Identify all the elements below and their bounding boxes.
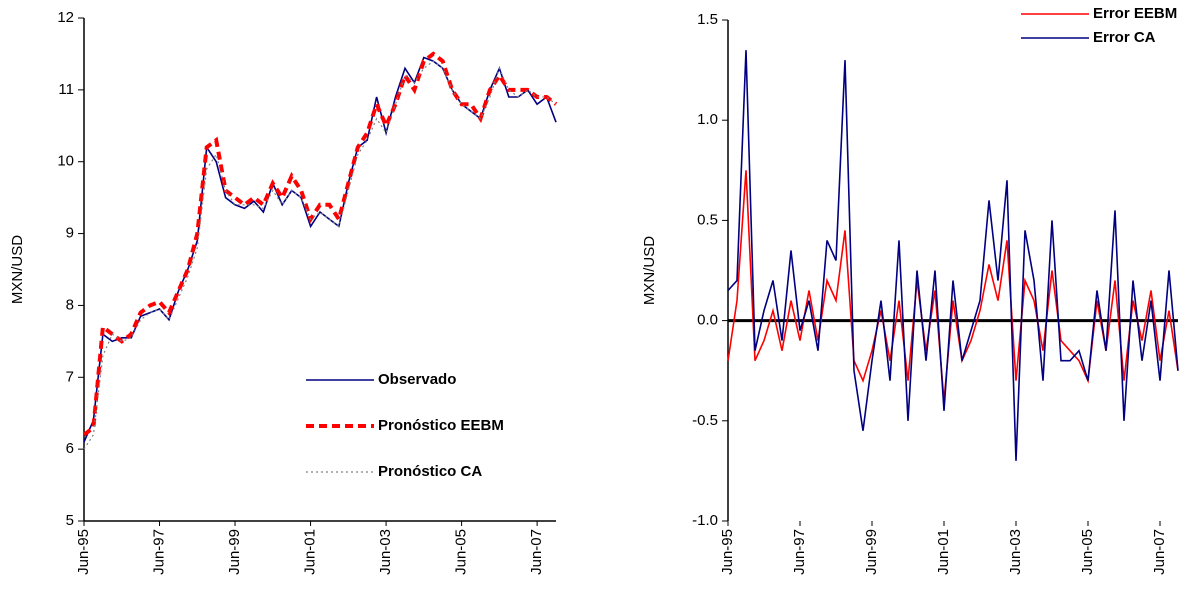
legend-label: Pronóstico EEBM xyxy=(378,417,504,434)
y-tick-label: -1.0 xyxy=(692,512,718,529)
y-tick-label: 10 xyxy=(57,153,74,170)
series-line xyxy=(83,60,557,450)
x-tick-label: Jun-97 xyxy=(791,529,808,575)
y-tick-label: 11 xyxy=(58,81,74,98)
y-tick-label: 12 xyxy=(57,9,74,26)
x-tick-label: Jun-03 xyxy=(377,529,394,575)
x-tick-label: Jun-07 xyxy=(528,529,545,575)
legend-label: Error EEBM xyxy=(1093,5,1177,22)
legend-label: Error CA xyxy=(1093,29,1156,46)
y-tick-label: 7 xyxy=(66,368,74,385)
x-tick-label: Jun-95 xyxy=(75,529,92,575)
series-line xyxy=(727,50,1179,461)
y-tick-label: 1.0 xyxy=(697,111,718,128)
x-tick-label: Jun-99 xyxy=(226,529,243,575)
x-tick-label: Jun-07 xyxy=(1151,529,1168,575)
series-line xyxy=(83,56,557,443)
y-tick-label: 0.5 xyxy=(697,211,718,228)
y-tick-label: 5 xyxy=(66,512,74,529)
series-line xyxy=(82,51,558,437)
x-tick-label: Jun-03 xyxy=(1007,529,1024,575)
x-tick-label: Jun-05 xyxy=(453,529,470,575)
x-tick-label: Jun-95 xyxy=(719,529,736,575)
y-axis-label: MXN/USD xyxy=(641,236,658,305)
y-tick-label: 0.0 xyxy=(697,312,718,329)
x-tick-label: Jun-01 xyxy=(935,529,952,575)
x-tick-label: Jun-97 xyxy=(150,529,167,575)
y-tick-label: 9 xyxy=(66,225,74,242)
y-tick-label: 1.5 xyxy=(697,11,718,28)
y-tick-label: 8 xyxy=(66,296,74,313)
legend-label: Observado xyxy=(378,371,456,388)
y-tick-label: 6 xyxy=(66,440,74,457)
legend-label: Pronóstico CA xyxy=(378,463,482,480)
x-tick-label: Jun-01 xyxy=(302,529,319,575)
x-tick-label: Jun-99 xyxy=(863,529,880,575)
y-axis-label: MXN/USD xyxy=(9,235,26,304)
x-tick-label: Jun-05 xyxy=(1079,529,1096,575)
y-tick-label: -0.5 xyxy=(692,412,718,429)
